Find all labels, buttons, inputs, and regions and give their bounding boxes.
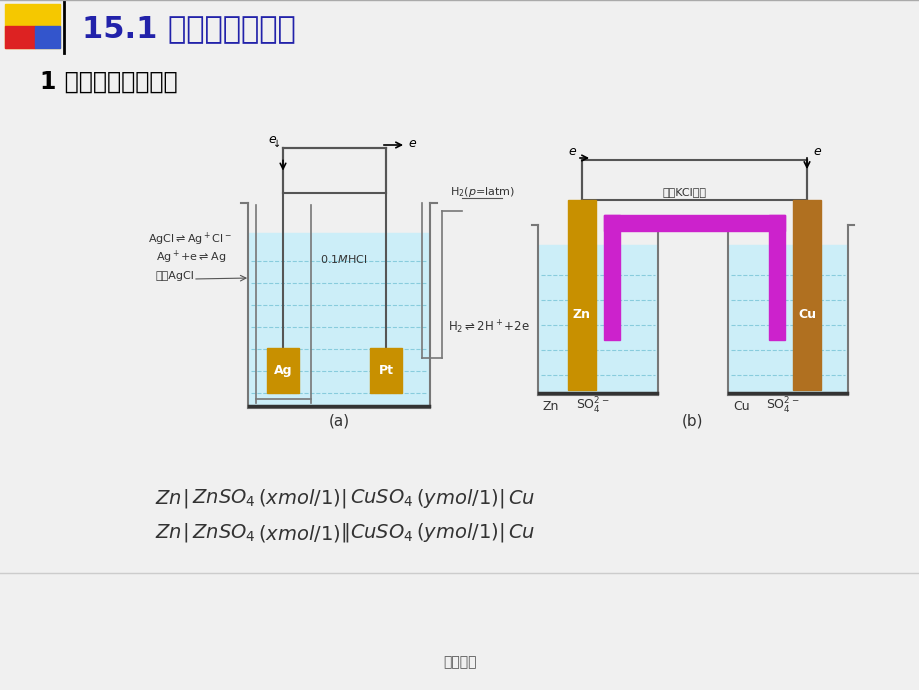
Bar — [728, 245, 846, 394]
Bar — [792, 200, 820, 390]
Text: 饱和KCl盐桥: 饱和KCl盐桥 — [662, 187, 706, 197]
Bar — [5, 26, 35, 48]
Bar — [369, 348, 402, 393]
Text: Cu: Cu — [797, 308, 815, 322]
Text: Ag$^+$+e$\rightleftharpoons$Ag: Ag$^+$+e$\rightleftharpoons$Ag — [156, 249, 226, 266]
Text: $|$: $|$ — [340, 486, 346, 509]
Text: e: e — [567, 145, 575, 158]
Text: $\it{(xmol/1)}$: $\it{(xmol/1)}$ — [257, 488, 340, 509]
Text: e: e — [267, 133, 276, 146]
Text: $\it{ZnSO_4}$: $\it{ZnSO_4}$ — [192, 487, 255, 509]
Text: $|$: $|$ — [182, 522, 187, 544]
Text: SO$_4^{2-}$: SO$_4^{2-}$ — [766, 396, 799, 416]
Text: $\it{(ymol/1)}$: $\it{(ymol/1)}$ — [415, 522, 498, 544]
Text: Zn: Zn — [542, 400, 559, 413]
Text: $|$: $|$ — [497, 486, 504, 509]
Text: $\it{Zn}$: $\it{Zn}$ — [154, 524, 182, 542]
Text: 15.1 基本术语及概念: 15.1 基本术语及概念 — [82, 14, 295, 43]
Text: Pt: Pt — [378, 364, 393, 377]
Text: $\it{CuSO_4}$: $\it{CuSO_4}$ — [349, 522, 413, 544]
Bar — [249, 233, 428, 407]
Text: 0.1$\it{M}$HCl: 0.1$\it{M}$HCl — [320, 253, 368, 265]
Text: e: e — [812, 145, 820, 158]
Text: $\it{(ymol/1)}$: $\it{(ymol/1)}$ — [415, 486, 498, 509]
Text: $\it{ZnSO_4}$: $\it{ZnSO_4}$ — [192, 522, 255, 544]
Text: $|$: $|$ — [497, 522, 504, 544]
Text: $\|$: $\|$ — [340, 522, 349, 544]
Text: e: e — [407, 137, 415, 150]
Text: SO$_4^{2-}$: SO$_4^{2-}$ — [575, 396, 609, 416]
Text: AgCl$\rightleftharpoons$Ag$^+$Cl$^-$: AgCl$\rightleftharpoons$Ag$^+$Cl$^-$ — [148, 230, 232, 248]
Text: $\it{CuSO_4}$: $\it{CuSO_4}$ — [349, 487, 413, 509]
Text: H$_2$$\rightleftharpoons$2H$^+$+2e: H$_2$$\rightleftharpoons$2H$^+$+2e — [448, 318, 529, 335]
Bar — [567, 200, 596, 390]
Bar — [768, 215, 784, 340]
Text: Ag: Ag — [274, 364, 292, 377]
Text: (b): (b) — [682, 413, 703, 428]
Bar — [604, 215, 784, 231]
Text: ↓: ↓ — [273, 139, 281, 149]
Text: $\it{Cu}$: $\it{Cu}$ — [507, 524, 535, 542]
Text: 1 电化学电池及表示: 1 电化学电池及表示 — [40, 70, 177, 94]
Bar — [604, 215, 619, 340]
Text: $\it{Zn}$: $\it{Zn}$ — [154, 489, 182, 508]
Text: Cu: Cu — [732, 400, 749, 413]
Text: $\it{Cu}$: $\it{Cu}$ — [507, 489, 535, 508]
Text: 固体AgCl: 固体AgCl — [156, 271, 195, 281]
Text: 精选课件: 精选课件 — [443, 655, 476, 669]
Text: Zn: Zn — [573, 308, 590, 322]
Text: (a): (a) — [328, 414, 349, 429]
Text: $|$: $|$ — [182, 486, 187, 509]
Text: H$_2$($p$=latm): H$_2$($p$=latm) — [449, 185, 515, 199]
Text: $\it{(xmol/1)}$: $\it{(xmol/1)}$ — [257, 522, 340, 544]
Bar — [267, 348, 299, 393]
Bar — [539, 245, 656, 394]
Bar — [5, 4, 60, 48]
Bar — [35, 26, 60, 48]
